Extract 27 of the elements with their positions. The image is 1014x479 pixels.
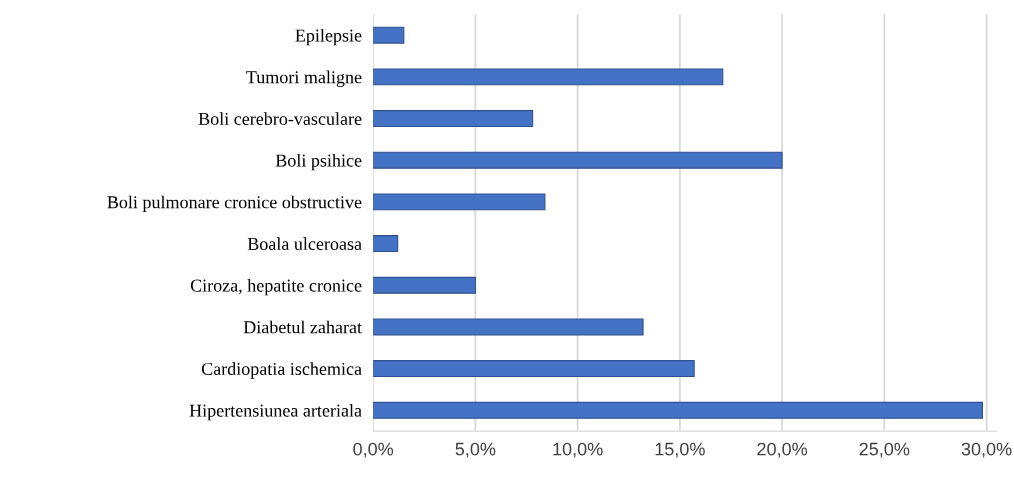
x-tick-label: 20,0% [757,442,808,458]
y-tick-label: Epilepsie [295,28,362,46]
bar [373,110,534,128]
x-tick-label: 5,0% [455,442,496,458]
y-tick-label: Boli psihice [275,153,362,171]
x-tick-label: 10,0% [553,442,603,458]
bar [373,26,405,44]
bar [373,318,644,336]
bar [373,193,546,211]
y-tick-label: Boli pulmonare cronice obstructive [107,195,362,213]
bar [373,276,476,294]
bar [373,151,783,169]
y-tick-label: Tumori maligne [246,70,362,88]
bar [373,235,399,253]
y-tick-label: Cardiopatia ischemica [201,362,362,379]
x-tick-label: 30,0% [961,442,1012,458]
y-tick-label: Diabetul zaharat [243,320,362,334]
y-tick-label: Hipertensiunea arteriala [189,404,362,421]
bar [373,360,695,378]
bar [373,401,984,419]
x-tick-label: 0,0% [353,442,394,458]
x-tick-label: 25,0% [859,442,910,458]
y-tick-label: Boli cerebro-vasculare [198,112,362,125]
bar [373,68,724,86]
x-tick-label: 15,0% [655,442,705,458]
y-tick-label: Ciroza, hepatite cronice [190,278,362,296]
y-tick-label: Boala ulceroasa [247,237,362,251]
